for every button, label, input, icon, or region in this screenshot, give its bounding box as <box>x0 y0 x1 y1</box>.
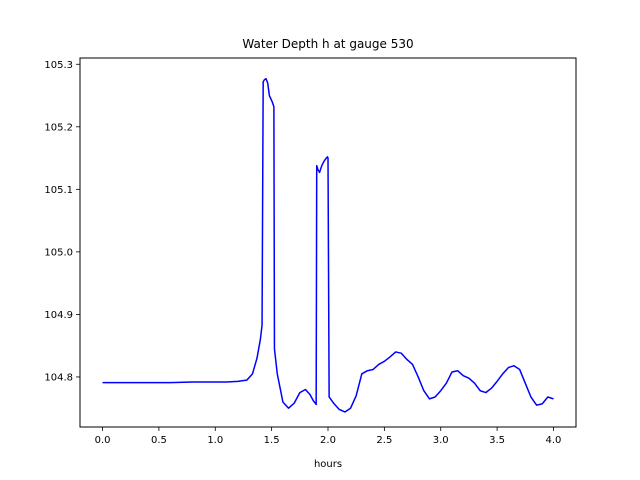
x-tick-label: 3.0 <box>433 435 449 446</box>
x-axis: 0.0 0.5 1.0 1.5 2.0 2.5 3.0 3.5 4.0 <box>95 427 562 446</box>
y-tick-label: 105.1 <box>44 185 73 196</box>
y-axis: 104.8 104.9 105.0 105.1 105.2 105.3 <box>44 60 80 383</box>
y-tick-label: 105.2 <box>44 122 73 133</box>
x-tick-label: 3.5 <box>489 435 505 446</box>
x-tick-label: 2.5 <box>376 435 392 446</box>
x-tick-label: 0.5 <box>151 435 167 446</box>
y-tick-label: 104.8 <box>44 372 73 383</box>
x-tick-label: 2.0 <box>320 435 336 446</box>
x-tick-label: 1.0 <box>207 435 223 446</box>
x-tick-label: 4.0 <box>546 435 562 446</box>
x-axis-label: hours <box>314 459 342 470</box>
y-tick-label: 105.0 <box>44 247 73 258</box>
chart-title: Water Depth h at gauge 530 <box>242 37 413 51</box>
x-tick-label: 1.5 <box>264 435 280 446</box>
x-tick-label: 0.0 <box>95 435 111 446</box>
y-tick-label: 105.3 <box>44 60 73 71</box>
y-tick-label: 104.9 <box>44 310 73 321</box>
plot-area <box>102 77 554 413</box>
series-line <box>102 77 554 413</box>
